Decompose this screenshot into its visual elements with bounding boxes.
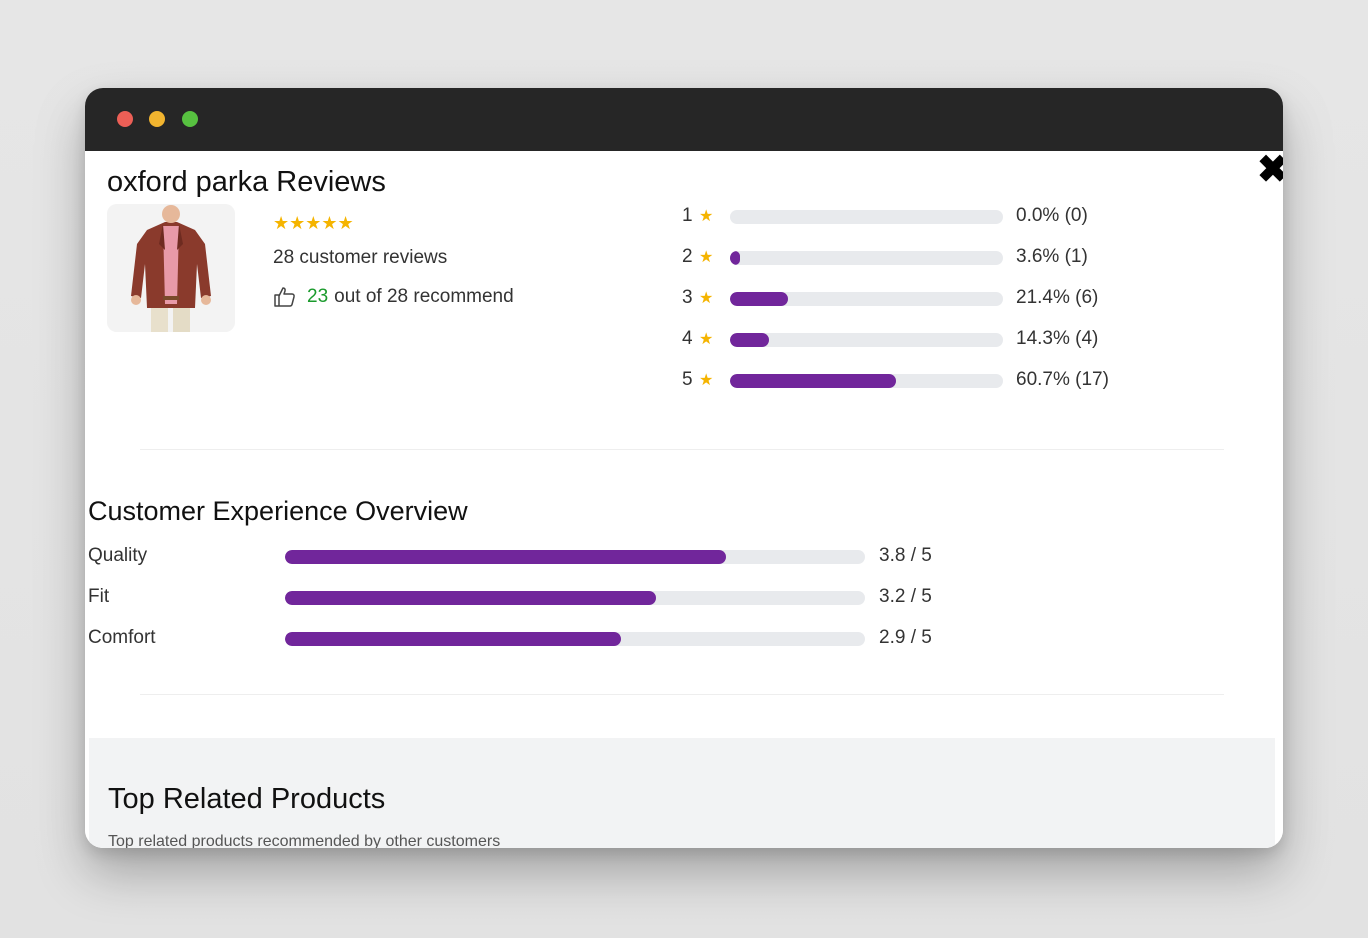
rating-row-stars: 4 xyxy=(682,328,693,349)
experience-bar-fill xyxy=(285,632,622,646)
rating-row-stars: 5 xyxy=(682,369,693,390)
recommend-count: 23 xyxy=(307,286,329,307)
close-icon[interactable]: ✖ xyxy=(1257,149,1283,191)
section-divider xyxy=(140,694,1224,695)
star-icon: ★ xyxy=(699,331,714,348)
related-products-section: Top Related Products Top related product… xyxy=(89,738,1275,848)
experience-value: 3.2 / 5 xyxy=(879,586,932,607)
close-window-button[interactable] xyxy=(117,111,133,127)
maximize-window-button[interactable] xyxy=(182,111,198,127)
experience-label: Fit xyxy=(88,586,110,607)
experience-label: Quality xyxy=(88,545,148,566)
rating-bar-track xyxy=(730,333,1003,347)
page-title: oxford parka Reviews xyxy=(107,166,386,198)
rating-row-stars: 1 xyxy=(682,205,693,226)
experience-row-comfort: Comfort 2.9 / 5 xyxy=(88,627,988,651)
experience-bar-fill xyxy=(285,591,657,605)
rating-bar-track xyxy=(730,374,1003,388)
average-rating-stars: ★★★★★ xyxy=(273,213,354,233)
experience-bar-fill xyxy=(285,550,726,564)
related-products-subtitle: Top related products recommended by othe… xyxy=(108,833,501,848)
rating-bar-track xyxy=(730,292,1003,306)
rating-bar-track xyxy=(730,210,1003,224)
window-titlebar xyxy=(85,88,1283,151)
rating-bar-track xyxy=(730,251,1003,265)
reviews-modal: ✖ oxford parka Reviews xyxy=(85,151,1283,848)
rating-row-percent: 3.6% (1) xyxy=(1016,246,1088,267)
experience-label: Comfort xyxy=(88,627,156,648)
experience-bar-track xyxy=(285,591,865,605)
star-icon: ★ xyxy=(699,208,714,225)
rating-bar-fill xyxy=(730,292,789,306)
experience-row-fit: Fit 3.2 / 5 xyxy=(88,586,988,610)
rating-row-percent: 14.3% (4) xyxy=(1016,328,1099,349)
jacket-illustration-icon xyxy=(107,204,235,332)
rating-row-2[interactable]: 2 ★ 3.6% (1) xyxy=(677,246,1137,270)
recommend-label: out of 28 recommend xyxy=(334,286,514,307)
minimize-window-button[interactable] xyxy=(149,111,165,127)
rating-row-percent: 60.7% (17) xyxy=(1016,369,1109,390)
related-products-title: Top Related Products xyxy=(108,783,386,815)
thumbs-up-icon xyxy=(274,287,295,307)
experience-value: 3.8 / 5 xyxy=(879,545,932,566)
rating-bar-fill xyxy=(730,333,770,347)
rating-bar-fill xyxy=(730,374,896,388)
experience-value: 2.9 / 5 xyxy=(879,627,932,648)
experience-bar-track xyxy=(285,632,865,646)
experience-row-quality: Quality 3.8 / 5 xyxy=(88,545,988,569)
customer-reviews-count[interactable]: 28 customer reviews xyxy=(273,247,448,268)
star-icon: ★ xyxy=(699,290,714,307)
rating-row-1[interactable]: 1 ★ 0.0% (0) xyxy=(677,205,1137,229)
experience-bar-track xyxy=(285,550,865,564)
rating-bar-fill xyxy=(730,251,740,265)
rating-row-4[interactable]: 4 ★ 14.3% (4) xyxy=(677,328,1137,352)
rating-row-3[interactable]: 3 ★ 21.4% (6) xyxy=(677,287,1137,311)
star-icon: ★ xyxy=(699,249,714,266)
rating-row-stars: 2 xyxy=(682,246,693,267)
browser-window: ✖ oxford parka Reviews xyxy=(85,88,1283,848)
rating-row-percent: 21.4% (6) xyxy=(1016,287,1099,308)
star-icon: ★ xyxy=(699,372,714,389)
experience-title: Customer Experience Overview xyxy=(88,496,468,526)
rating-row-5[interactable]: 5 ★ 60.7% (17) xyxy=(677,369,1137,393)
rating-row-percent: 0.0% (0) xyxy=(1016,205,1088,226)
section-divider xyxy=(140,449,1224,450)
recommend-summary: 23 out of 28 recommend xyxy=(273,285,514,309)
product-image xyxy=(107,204,235,332)
rating-row-stars: 3 xyxy=(682,287,693,308)
